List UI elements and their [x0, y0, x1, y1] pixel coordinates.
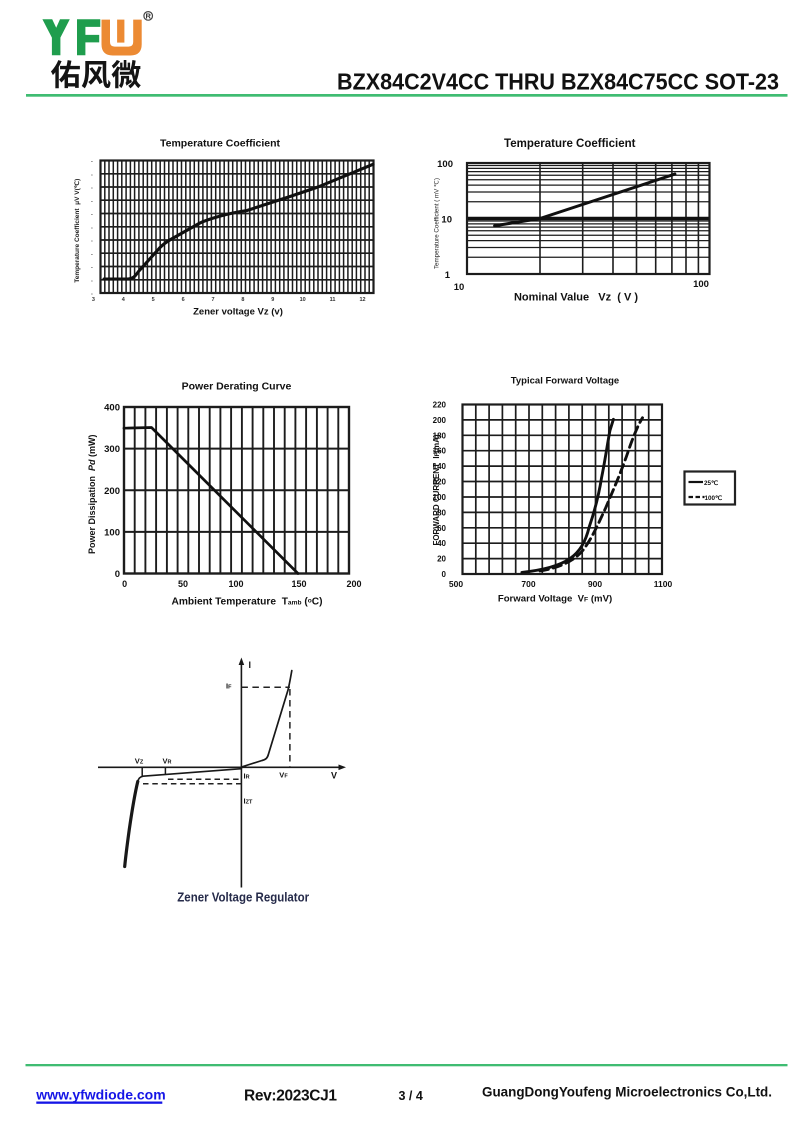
svg-text:Zener Voltage Regulator: Zener Voltage Regulator	[177, 889, 309, 904]
svg-text:150: 150	[291, 579, 306, 589]
svg-text:200: 200	[346, 579, 361, 589]
svg-text:200: 200	[433, 416, 447, 425]
svg-text:Temperature Coefficient: Temperature Coefficient	[160, 138, 280, 150]
svg-text:BZX84C2V4CC THRU BZX84C75CC SO: BZX84C2V4CC THRU BZX84C75CC SOT-23	[337, 69, 779, 95]
svg-text:0: 0	[442, 570, 447, 579]
svg-text:0: 0	[122, 579, 127, 589]
svg-text:IZT: IZT	[244, 797, 253, 806]
svg-text:160: 160	[433, 447, 447, 456]
svg-text:100: 100	[228, 579, 243, 589]
svg-text:80: 80	[437, 508, 446, 517]
svg-text:5: 5	[152, 297, 155, 303]
svg-text:www.yfwdiode.com: www.yfwdiode.com	[35, 1087, 165, 1103]
svg-text:100℃: 100℃	[705, 495, 723, 502]
svg-text:IR: IR	[244, 772, 250, 781]
svg-text:900: 900	[588, 579, 602, 589]
svg-text:20: 20	[437, 555, 446, 564]
svg-text:Ambient Temperature Tamb (oC): Ambient Temperature Tamb (oC)	[172, 597, 323, 608]
svg-text:•: •	[91, 212, 93, 217]
svg-text:220: 220	[433, 401, 447, 410]
svg-text:400: 400	[104, 403, 120, 414]
svg-text:100: 100	[693, 279, 709, 290]
svg-text:3: 3	[92, 297, 95, 303]
svg-text:FORWARD CURRENT IF(mA): FORWARD CURRENT IF(mA)	[432, 434, 441, 545]
svg-text:500: 500	[449, 579, 463, 589]
svg-text:200: 200	[104, 486, 120, 497]
svg-text:•: •	[91, 225, 93, 230]
svg-text:Temperature Coefficient ( mV ℃: Temperature Coefficient ( mV ℃)	[434, 178, 441, 269]
svg-text:Nominal Value Vz ( V ): Nominal Value Vz ( V )	[514, 292, 638, 304]
svg-text:•: •	[91, 185, 93, 190]
svg-text:Typical Forward Voltage: Typical Forward Voltage	[511, 376, 619, 387]
svg-text:7: 7	[211, 297, 214, 303]
svg-text:12: 12	[359, 297, 365, 303]
svg-text:0: 0	[115, 569, 120, 580]
svg-text:VR: VR	[163, 756, 172, 765]
svg-text:Zener voltage Vz (v): Zener voltage Vz (v)	[193, 307, 283, 318]
svg-text:300: 300	[104, 444, 120, 455]
svg-text:40: 40	[437, 539, 446, 548]
svg-text:700: 700	[521, 579, 535, 589]
svg-text:R: R	[145, 12, 151, 21]
svg-text:50: 50	[178, 579, 188, 589]
svg-text:8: 8	[241, 297, 244, 303]
svg-text:•: •	[91, 278, 93, 283]
svg-text:Temperature Coefficient: Temperature Coefficient	[504, 138, 636, 150]
svg-text:VF: VF	[279, 771, 288, 780]
svg-text:10: 10	[300, 297, 306, 303]
svg-text:•: •	[91, 265, 93, 270]
svg-text:100: 100	[437, 159, 453, 170]
svg-text:VZ: VZ	[135, 756, 144, 765]
svg-text:•: •	[91, 159, 93, 164]
svg-text:3 / 4: 3 / 4	[399, 1089, 423, 1103]
svg-text:•: •	[91, 238, 93, 243]
svg-text:•: •	[91, 172, 93, 177]
svg-text:•: •	[91, 198, 93, 203]
svg-text:100: 100	[104, 527, 120, 538]
svg-text:Rev:2023CJ1: Rev:2023CJ1	[244, 1088, 337, 1105]
svg-text:•: •	[91, 251, 93, 256]
svg-text:IF: IF	[226, 682, 232, 691]
svg-text:10: 10	[441, 215, 452, 226]
svg-text:1: 1	[445, 270, 451, 281]
svg-text:•: •	[91, 291, 93, 296]
svg-text:Temperature Coefficient μV V(: Temperature Coefficient μV V(℃)	[73, 179, 81, 283]
svg-text:25℃: 25℃	[704, 480, 718, 487]
svg-text:Power Dissipation Pd (mW): Power Dissipation Pd (mW)	[87, 434, 97, 554]
svg-text:Power Derating Curve: Power Derating Curve	[182, 381, 292, 393]
svg-text:1100: 1100	[654, 579, 673, 589]
svg-text:120: 120	[433, 478, 447, 487]
svg-text:140: 140	[433, 462, 447, 471]
svg-text:10: 10	[454, 282, 465, 293]
svg-text:GuangDongYoufeng Microelectron: GuangDongYoufeng Microelectronics Co,Ltd…	[482, 1085, 772, 1101]
svg-text:60: 60	[437, 524, 446, 533]
svg-text:100: 100	[433, 493, 447, 502]
svg-text:180: 180	[433, 431, 447, 440]
svg-text:6: 6	[182, 297, 185, 303]
svg-text:I: I	[249, 660, 252, 670]
svg-text:11: 11	[330, 297, 336, 303]
svg-text:V: V	[331, 771, 337, 781]
svg-text:9: 9	[271, 297, 274, 303]
svg-text:Forward Voltage VF (mV): Forward Voltage VF (mV)	[498, 594, 612, 605]
svg-text:4: 4	[122, 297, 126, 303]
